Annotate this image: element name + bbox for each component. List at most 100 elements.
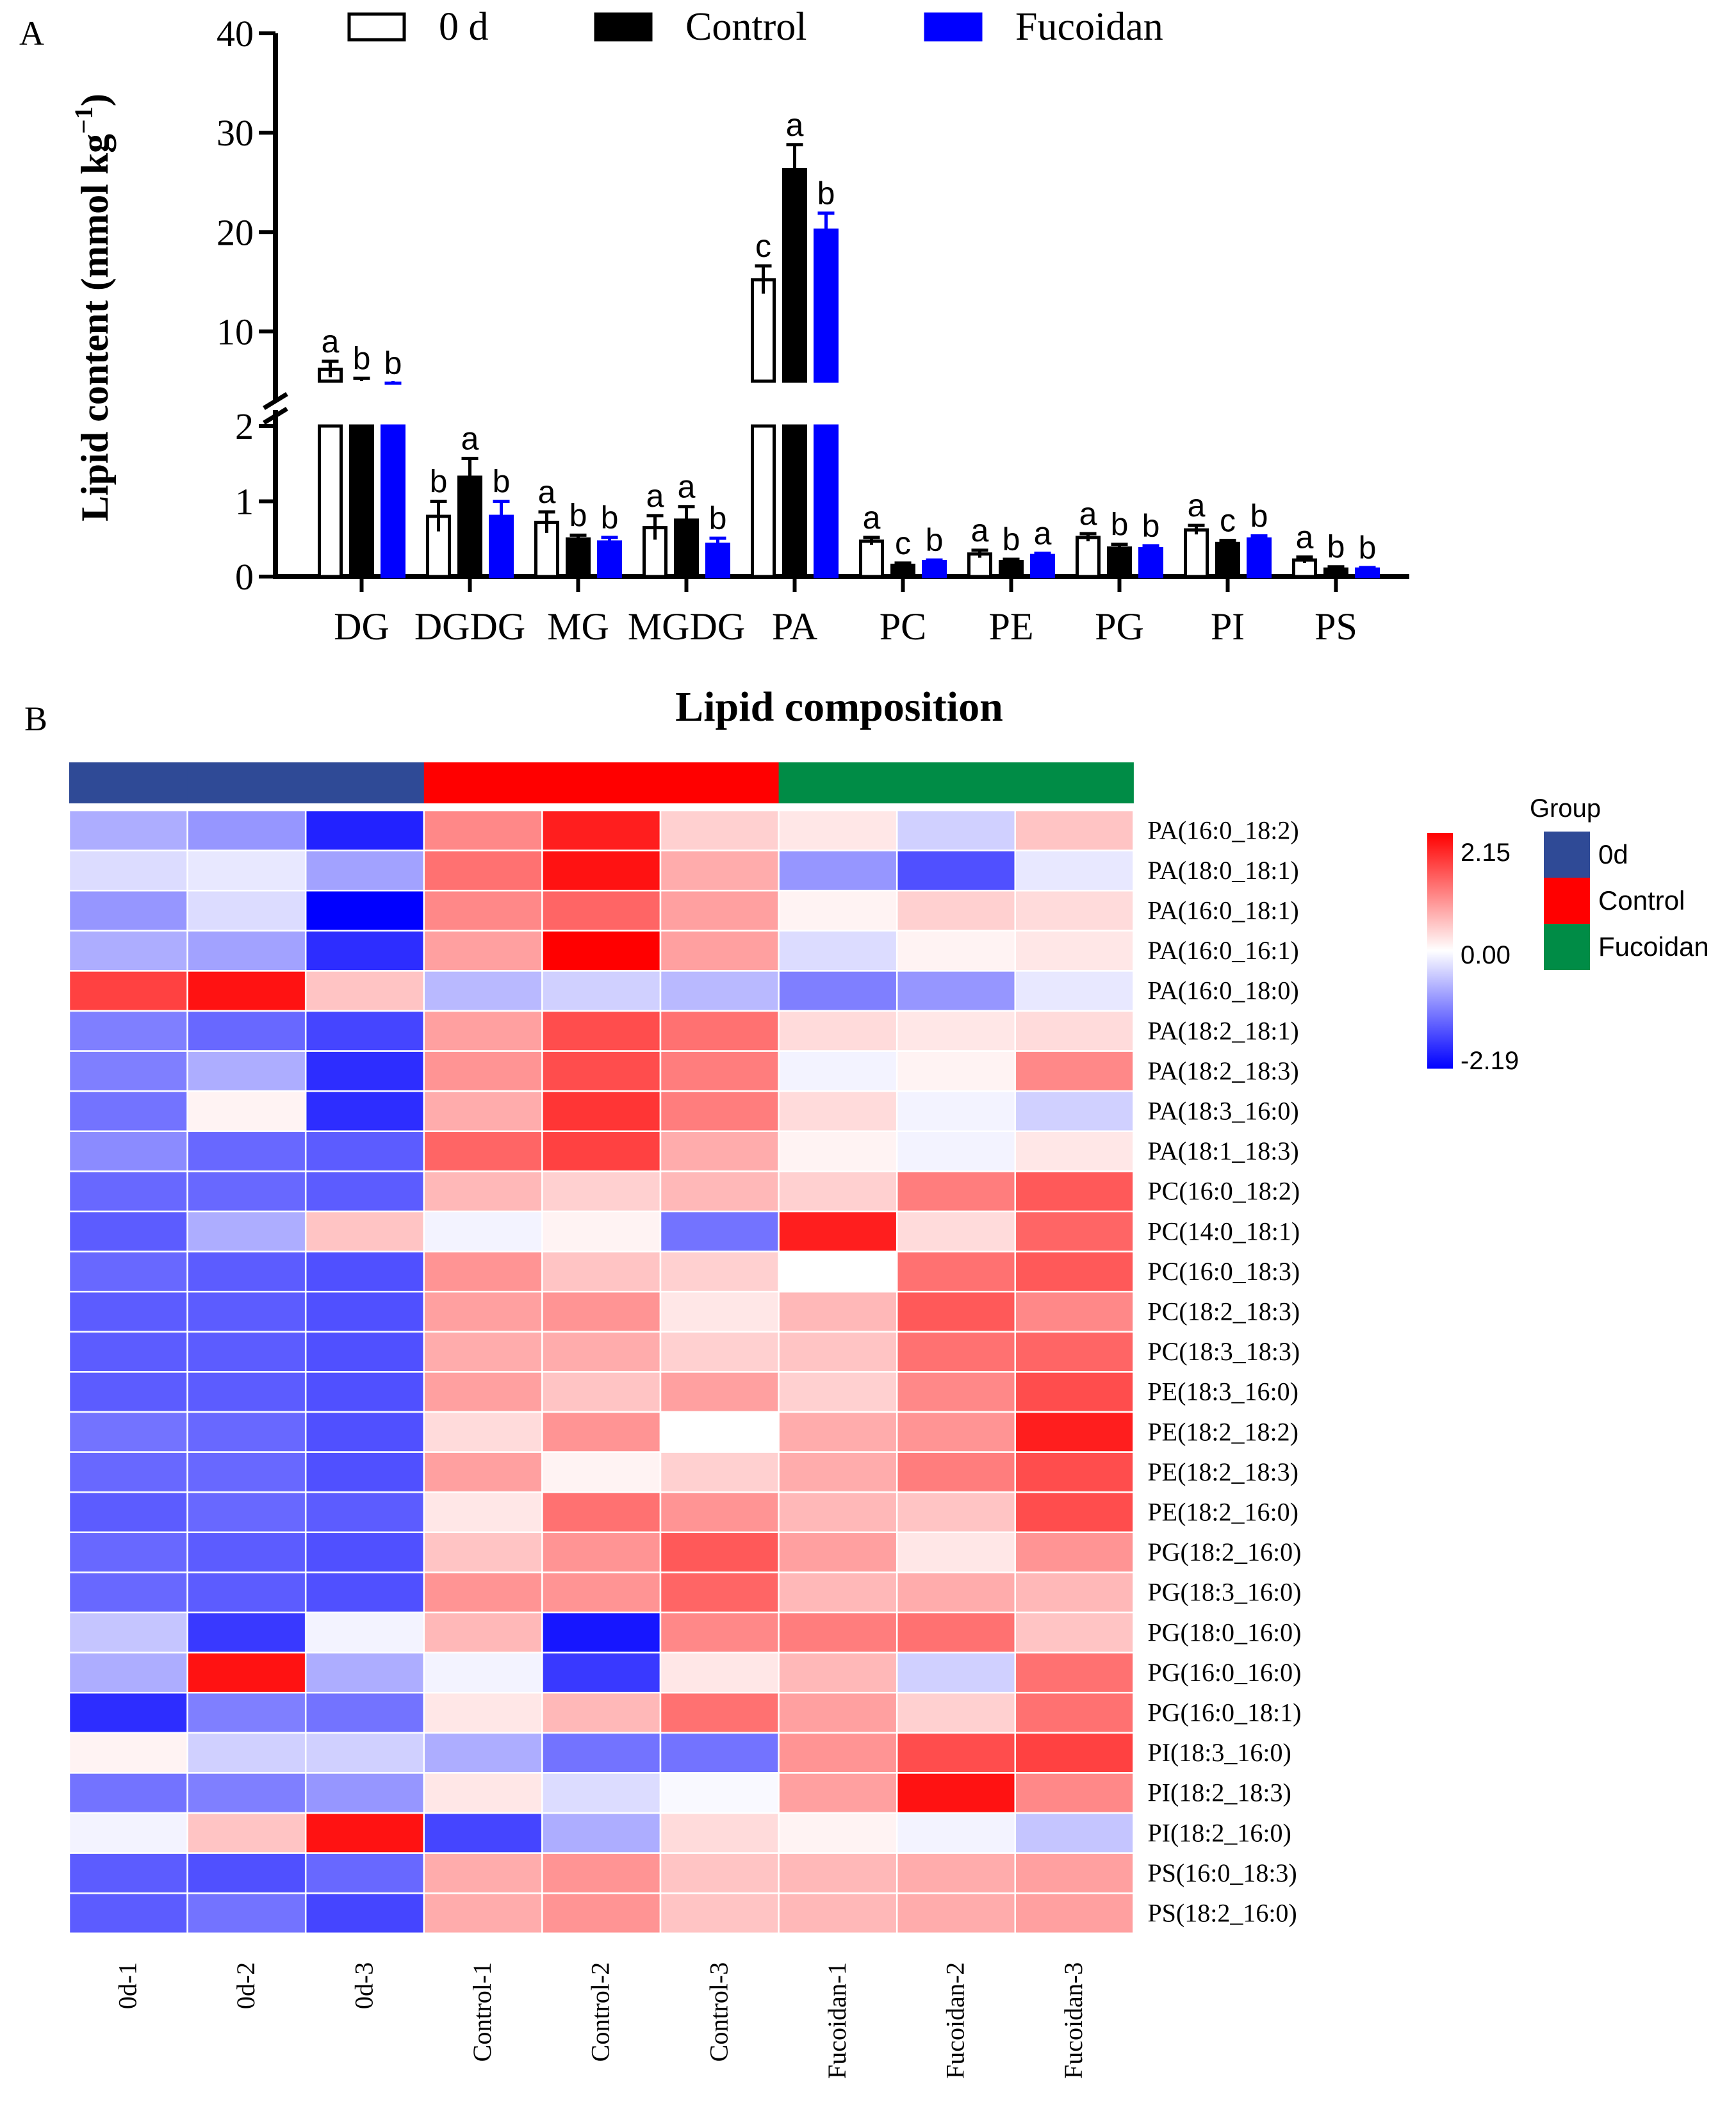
- heatmap-cell: [541, 1531, 662, 1573]
- y-tick-label: 1: [235, 481, 254, 523]
- colorbar: [1427, 833, 1453, 1069]
- heatmap-cell: [541, 849, 662, 892]
- heatmap-cell: [304, 1170, 425, 1213]
- heatmap-cell: [186, 1251, 307, 1293]
- y-tick-label: 0: [235, 556, 254, 598]
- heatmap-cell: [186, 1571, 307, 1614]
- significance-letter: a: [1188, 488, 1206, 523]
- heatmap-cell: [541, 1130, 662, 1172]
- heatmap-cell: [186, 1892, 307, 1935]
- heatmap-cell: [659, 1772, 780, 1814]
- heatmap-cell: [778, 1130, 898, 1172]
- x-tick-label: PA: [772, 605, 817, 648]
- heatmap-cell: [186, 1371, 307, 1413]
- colorbar-tick-label: 2.15: [1461, 839, 1511, 867]
- heatmap-cell: [304, 1732, 425, 1774]
- legend-label: 0 d: [439, 5, 489, 49]
- heatmap-cell: [186, 1652, 307, 1694]
- heatmap-cell: [68, 1451, 188, 1493]
- y-tick-label: 30: [217, 112, 254, 154]
- heatmap-cell: [1014, 1852, 1134, 1894]
- heatmap-cell: [186, 930, 307, 972]
- row-label: PA(16:0_18:0): [1147, 976, 1298, 1005]
- row-label: PG(18:2_16:0): [1147, 1538, 1301, 1566]
- significance-letter: b: [384, 345, 402, 381]
- legend-swatch: [594, 12, 653, 42]
- heatmap-cell: [186, 1852, 307, 1894]
- row-label: PG(18:0_16:0): [1147, 1618, 1301, 1646]
- heatmap-cell: [778, 889, 898, 932]
- group-annotation-cell: [423, 762, 543, 803]
- significance-letter: a: [1296, 519, 1314, 555]
- heatmap-cell: [1014, 1691, 1134, 1734]
- heatmap-cell: [541, 1892, 662, 1935]
- heatmap-cell: [1014, 1491, 1134, 1534]
- heatmap-cell: [68, 809, 188, 851]
- heatmap-cell: [541, 809, 662, 851]
- heatmap-cell: [541, 1772, 662, 1814]
- bar: [814, 424, 839, 579]
- heatmap-b: Lipid composition PA(16:0_18:2) PA(18:0_18…: [68, 684, 1709, 2079]
- heatmap-cell: [1014, 1652, 1134, 1694]
- significance-letter: c: [895, 525, 911, 561]
- significance-letter: b: [926, 522, 944, 558]
- heatmap-cell: [896, 1010, 1017, 1052]
- heatmap-cell: [778, 1251, 898, 1293]
- heatmap-cell: [423, 1130, 543, 1172]
- heatmap-cell: [68, 1251, 188, 1293]
- heatmap-cell: [778, 930, 898, 972]
- heatmap-cell: [896, 1130, 1017, 1172]
- group-legend-label: Fucoidan: [1598, 931, 1709, 962]
- heatmap-cell: [423, 1290, 543, 1333]
- heatmap-cell: [659, 1050, 780, 1092]
- heatmap-cell: [896, 930, 1017, 972]
- heatmap-cell: [423, 1571, 543, 1614]
- y-axis-title-main: Lipid content (mmol kg: [74, 134, 116, 521]
- group-legend-swatch: [1544, 924, 1590, 970]
- column-label: Fucoidan-1: [823, 1962, 851, 2079]
- heatmap-cell: [541, 889, 662, 932]
- heatmap-cell: [68, 970, 188, 1012]
- heatmap-cell: [896, 1732, 1017, 1774]
- heatmap-cell: [1014, 1090, 1134, 1133]
- heatmap-cell: [541, 1451, 662, 1493]
- heatmap-cell: [659, 1852, 780, 1894]
- heatmap-cell: [304, 1652, 425, 1694]
- heatmap-cell: [541, 1411, 662, 1453]
- heatmap-cell: [541, 930, 662, 972]
- column-label: Control-2: [586, 1962, 615, 2062]
- heatmap-cell: [304, 1812, 425, 1854]
- row-label: PA(18:3_16:0): [1147, 1097, 1298, 1126]
- heatmap-cell: [68, 1050, 188, 1092]
- heatmap-cell: [778, 1812, 898, 1854]
- heatmap-cell: [68, 1371, 188, 1413]
- heatmap-cell: [896, 809, 1017, 851]
- heatmap-cell: [68, 1691, 188, 1734]
- heatmap-cell: [68, 1290, 188, 1333]
- x-tick-label: MG: [547, 605, 609, 648]
- heatmap-cell: [896, 1090, 1017, 1133]
- heatmap-cell: [659, 1531, 780, 1573]
- heatmap-cell: [423, 1852, 543, 1894]
- significance-letter: c: [1220, 503, 1236, 539]
- heatmap-cell: [659, 1611, 780, 1654]
- group-legend-title: Group: [1530, 794, 1601, 823]
- heatmap-cell: [896, 1331, 1017, 1373]
- heatmap-cell: [423, 1772, 543, 1814]
- group-legend-label: 0d: [1598, 839, 1628, 869]
- significance-letter: b: [430, 464, 448, 500]
- heatmap-cell: [541, 1331, 662, 1373]
- heatmap-cell: [778, 1852, 898, 1894]
- group-legend-label: Control: [1598, 885, 1685, 915]
- heatmap-cell: [423, 1491, 543, 1534]
- heatmap-cell: [304, 1290, 425, 1333]
- x-tick-label: PS: [1314, 605, 1357, 648]
- significance-letter: a: [1034, 516, 1052, 552]
- heatmap-cell: [68, 1210, 188, 1252]
- heatmap-cell: [659, 1411, 780, 1453]
- heatmap-cell: [778, 1691, 898, 1734]
- heatmap-cell: [423, 1371, 543, 1413]
- heatmap-cell: [186, 1010, 307, 1052]
- heatmap-cell: [659, 1691, 780, 1734]
